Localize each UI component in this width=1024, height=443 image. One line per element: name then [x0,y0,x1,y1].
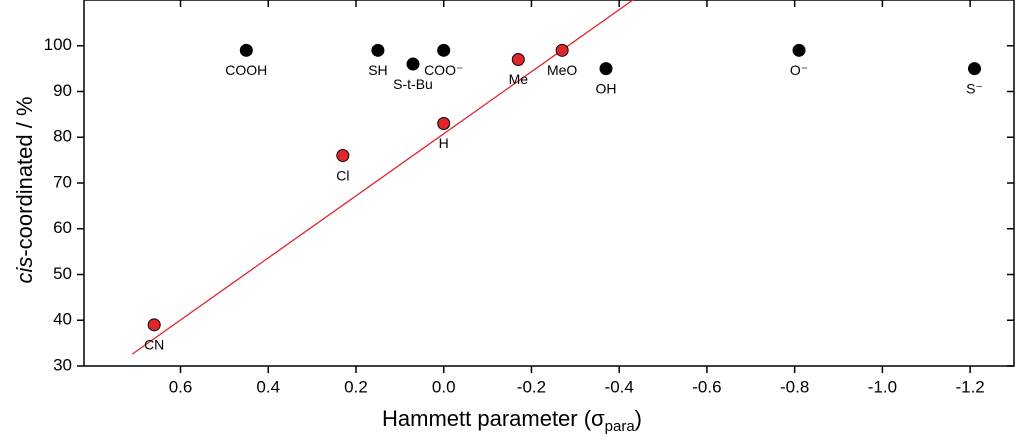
data-point [437,117,451,131]
fit-line [131,0,634,355]
data-point [406,57,420,71]
point-label: COOH [225,62,267,78]
x-tick-label: 0.0 [432,377,456,396]
point-label: MeO [547,62,577,78]
x-axis-title-main: Hammett parameter (σ [382,406,605,431]
point-label: OH [596,80,617,96]
x-axis-title-end: ) [635,406,642,431]
point-label: H [439,135,449,151]
x-tick-label: 0.6 [169,377,193,396]
x-axis-title: Hammett parameter (σpara) [382,406,642,435]
x-axis-title-sub: para [605,418,636,435]
data-point [239,43,253,57]
point-label: S-t-Bu [393,76,433,92]
y-tick-label: 80 [53,127,72,146]
x-tick-label: -0.4 [605,377,634,396]
y-axis-title: cis-coordinated / % [12,96,37,283]
data-point [511,52,525,66]
y-tick-label: 100 [44,35,72,54]
y-tick-label: 40 [53,310,72,329]
point-label: S⁻ [966,80,983,96]
x-tick-label: -0.2 [517,377,546,396]
data-point [147,318,161,332]
point-label: O⁻ [790,62,808,78]
x-tick-label: -1.2 [955,377,984,396]
data-point [336,149,350,163]
x-tick-label: -0.8 [780,377,809,396]
y-axis-title-italic: cis [12,257,37,284]
x-tick-label: -0.6 [692,377,721,396]
x-tick-label: -1.0 [868,377,897,396]
plot-frame [83,0,1015,367]
point-label: Me [509,71,529,87]
point-label: CN [144,337,164,353]
y-tick-label: 60 [53,218,72,237]
point-label: SH [368,62,387,78]
data-point [555,43,569,57]
y-tick-label: 90 [53,81,72,100]
y-axis-title-main: -coordinated / % [12,96,37,256]
point-label: COO⁻ [424,62,463,78]
y-tick-label: 30 [53,355,72,374]
x-tick-label: 0.4 [256,377,280,396]
data-point [437,43,451,57]
y-tick-label: 50 [53,264,72,283]
data-point [371,43,385,57]
y-tick-label: 70 [53,172,72,191]
data-point [599,62,613,76]
point-label: Cl [336,167,349,183]
data-point [968,62,982,76]
data-point [792,43,806,57]
x-tick-label: 0.2 [344,377,368,396]
